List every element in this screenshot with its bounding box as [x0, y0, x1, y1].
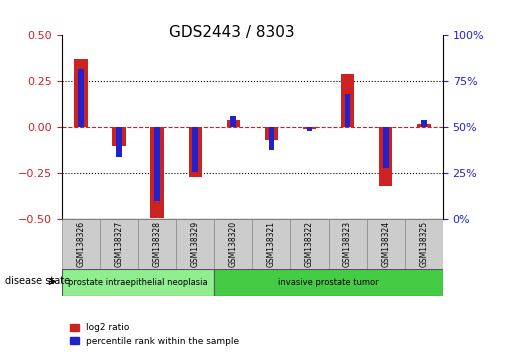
Bar — [345, 94, 351, 127]
Text: GSM138324: GSM138324 — [381, 221, 390, 267]
FancyBboxPatch shape — [329, 219, 367, 269]
FancyBboxPatch shape — [252, 219, 290, 269]
FancyBboxPatch shape — [100, 219, 138, 269]
Bar — [417, 124, 431, 127]
FancyBboxPatch shape — [367, 219, 405, 269]
Bar — [265, 127, 278, 140]
Bar — [421, 120, 427, 127]
Text: prostate intraepithelial neoplasia: prostate intraepithelial neoplasia — [68, 278, 208, 287]
Bar — [150, 127, 164, 218]
Bar — [112, 127, 126, 146]
Bar — [306, 127, 313, 131]
Bar — [341, 74, 354, 127]
FancyBboxPatch shape — [214, 269, 443, 296]
Text: invasive prostate tumor: invasive prostate tumor — [278, 278, 379, 287]
Bar — [192, 127, 198, 172]
Text: disease state: disease state — [5, 276, 70, 286]
Bar — [154, 127, 160, 201]
Bar — [379, 127, 392, 186]
Bar — [116, 127, 122, 157]
FancyBboxPatch shape — [62, 269, 214, 296]
Text: GSM138326: GSM138326 — [76, 221, 85, 267]
FancyBboxPatch shape — [138, 219, 176, 269]
Legend: log2 ratio, percentile rank within the sample: log2 ratio, percentile rank within the s… — [66, 320, 243, 349]
Text: GSM138329: GSM138329 — [191, 221, 200, 267]
Bar — [230, 116, 236, 127]
Text: GSM138320: GSM138320 — [229, 221, 238, 267]
Bar — [227, 120, 240, 127]
Text: GSM138322: GSM138322 — [305, 221, 314, 267]
Text: GSM138328: GSM138328 — [152, 221, 162, 267]
Bar — [268, 127, 274, 149]
FancyBboxPatch shape — [62, 219, 100, 269]
FancyBboxPatch shape — [405, 219, 443, 269]
Bar — [74, 59, 88, 127]
Text: GDS2443 / 8303: GDS2443 / 8303 — [169, 25, 295, 40]
FancyBboxPatch shape — [176, 219, 214, 269]
FancyBboxPatch shape — [214, 219, 252, 269]
Bar — [303, 127, 316, 129]
FancyBboxPatch shape — [290, 219, 329, 269]
Bar — [188, 127, 202, 177]
Text: GSM138325: GSM138325 — [419, 221, 428, 267]
Text: GSM138321: GSM138321 — [267, 221, 276, 267]
Text: GSM138327: GSM138327 — [114, 221, 124, 267]
Bar — [383, 127, 389, 168]
Bar — [78, 69, 84, 127]
Text: GSM138323: GSM138323 — [343, 221, 352, 267]
